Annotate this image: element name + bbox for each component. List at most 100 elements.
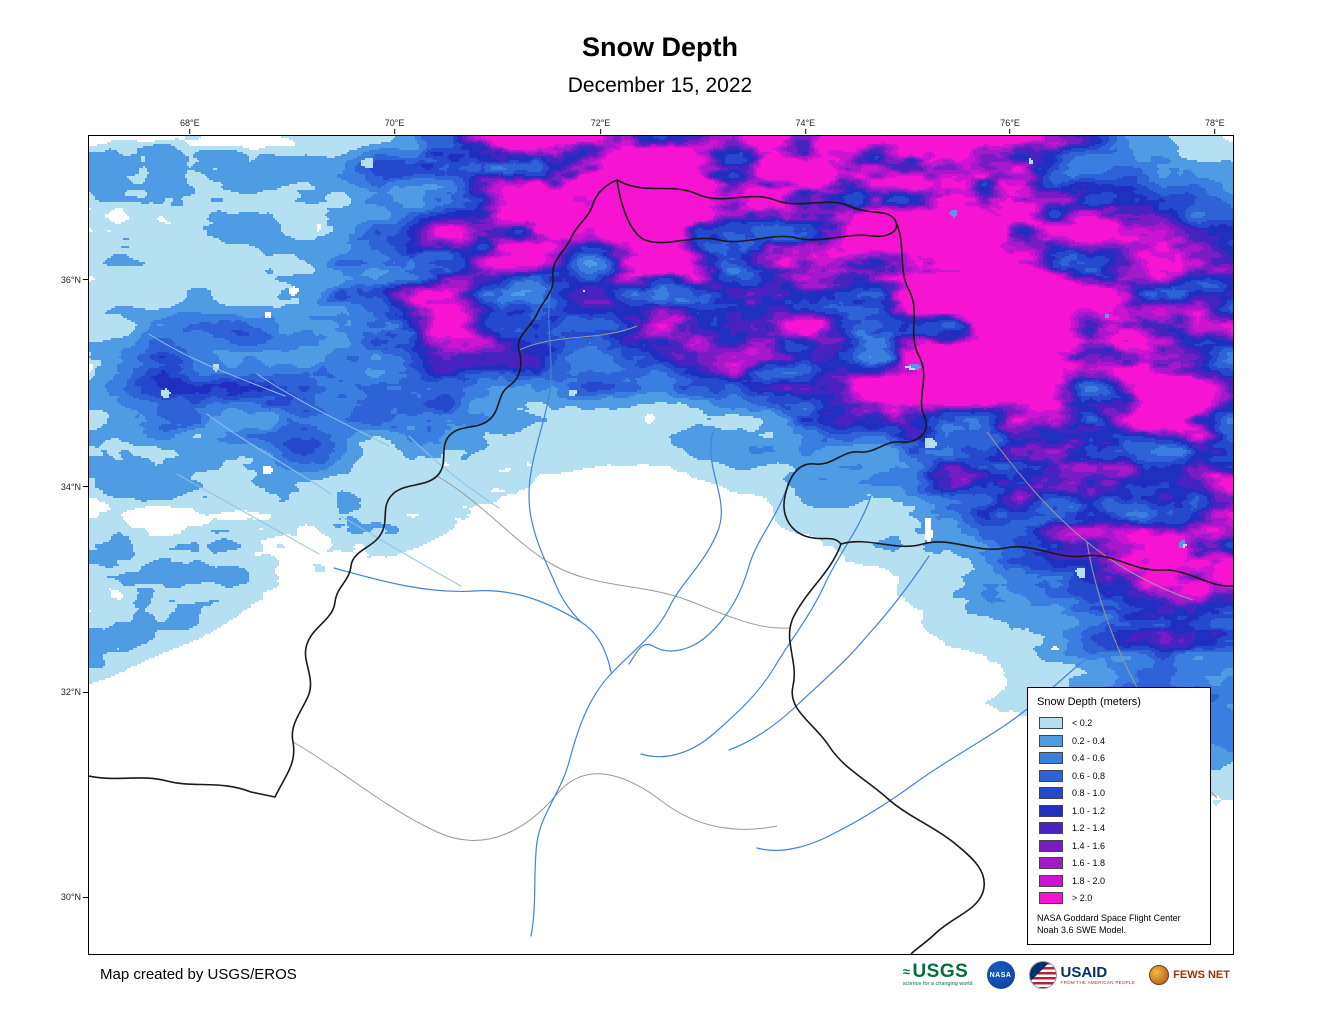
tick-mark — [804, 129, 806, 134]
wakhan-corridor-border-path — [616, 179, 898, 244]
legend-swatch — [1039, 734, 1063, 747]
east-border-path — [840, 540, 1233, 587]
legend-row: 1.6 - 1.8 — [1039, 857, 1201, 869]
legend-label: 0.2 - 0.4 — [1072, 735, 1106, 746]
longitude-tick: 78°E — [1205, 118, 1225, 134]
jhelum-river-path — [628, 480, 790, 665]
line-of-control-path — [783, 219, 928, 545]
usgs-logo: ≈ USGS science for a changing world — [903, 962, 973, 988]
fews-net-logo-text: FEWS NET — [1173, 969, 1230, 981]
longitude-tick: 74°E — [795, 118, 815, 134]
longitude-tick-label: 78°E — [1205, 118, 1225, 128]
usaid-tagline: FROM THE AMERICAN PEOPLE — [1060, 979, 1136, 985]
longitude-tick: 72°E — [590, 118, 611, 134]
legend-label: 0.8 - 1.0 — [1072, 788, 1106, 798]
legend-note-line1: NASA Goddard Space Flight Center — [1037, 913, 1181, 923]
rivers-group — [148, 285, 1090, 937]
legend-box: Snow Depth (meters) < 0.2 0.2 - 0.4 0.4 - … — [1027, 687, 1211, 946]
nasa-insignia-icon: NASA — [986, 961, 1015, 989]
latitude-tick: 32°N — [61, 687, 88, 697]
latitude-tick-label: 30°N — [60, 892, 81, 903]
river-path — [528, 285, 582, 623]
tick-mark — [83, 896, 88, 898]
map-frame: Snow Depth (meters) < 0.2 0.2 - 0.4 0.4 - … — [88, 135, 1234, 955]
usaid-logo-text: USAID — [1060, 963, 1108, 981]
map-credit: Map created by USGS/EROS — [100, 966, 297, 983]
legend-row: 1.2 - 1.4 — [1039, 822, 1201, 834]
stream-path — [340, 515, 462, 587]
legend-label: > 2.0 — [1072, 893, 1093, 903]
legend-swatch — [1039, 787, 1063, 799]
legend-swatch — [1039, 892, 1063, 904]
latitude-tick-label: 36°N — [60, 274, 81, 285]
latitude-tick-label: 32°N — [60, 687, 81, 698]
legend-row: 1.8 - 2.0 — [1039, 874, 1201, 887]
admin-boundary-path — [292, 741, 778, 841]
tick-mark — [1009, 129, 1011, 134]
usaid-logo: USAID FROM THE AMERICAN PEOPLE — [1028, 961, 1136, 989]
stream-path — [206, 413, 332, 495]
legend-swatch — [1039, 804, 1063, 817]
legend-source-note: NASA Goddard Space Flight Center Noah 3.… — [1037, 912, 1201, 936]
south-border-path — [788, 543, 986, 954]
latitude-tick: 36°N — [61, 275, 88, 285]
logos-row: ≈ USGS science for a changing world NASA … — [903, 954, 1230, 996]
nasa-logo: NASA — [986, 961, 1015, 989]
usgs-logo-text: USGS — [912, 961, 969, 983]
legend-row: 0.8 - 1.0 — [1039, 787, 1201, 799]
legend-row: 1.0 - 1.2 — [1039, 804, 1201, 817]
legend-label: 1.6 - 1.8 — [1072, 858, 1106, 868]
legend-swatch — [1039, 874, 1063, 887]
legend-title: Snow Depth (meters) — [1037, 696, 1141, 708]
legend-row: 0.2 - 0.4 — [1039, 734, 1201, 747]
stream-path — [408, 435, 500, 509]
longitude-tick-label: 76°E — [1000, 118, 1020, 128]
legend-swatch — [1039, 769, 1063, 782]
legend-label: 1.0 - 1.2 — [1072, 805, 1106, 816]
legend-label: < 0.2 — [1072, 718, 1093, 728]
stream-path — [148, 333, 286, 397]
latitude-tick: 30°N — [61, 892, 88, 902]
admin-boundary-path — [986, 431, 1194, 601]
legend-label: 1.4 - 1.6 — [1072, 840, 1106, 851]
tick-mark — [1214, 129, 1216, 134]
latitude-tick: 34°N — [61, 482, 88, 492]
fews-globe-icon — [1149, 965, 1170, 985]
longitude-tick: 68°E — [180, 118, 200, 134]
longitude-tick: 70°E — [384, 118, 405, 134]
map-overlay — [89, 179, 1233, 954]
admin-boundary-path — [518, 325, 638, 351]
tick-mark — [600, 129, 601, 134]
legend-row: 1.4 - 1.6 — [1039, 839, 1201, 852]
legend-row: 0.6 - 0.8 — [1039, 769, 1201, 782]
chenab-river-path — [640, 495, 872, 758]
map-date-subtitle: December 15, 2022 — [567, 74, 753, 97]
legend-label: 1.2 - 1.4 — [1072, 823, 1106, 833]
longitude-tick-label: 68°E — [180, 118, 200, 128]
usgs-wave-icon: ≈ — [902, 964, 911, 980]
legend-swatch — [1039, 717, 1063, 729]
legend-label: 0.4 - 0.6 — [1072, 753, 1106, 763]
legend-row: > 2.0 — [1039, 892, 1201, 904]
latitude-tick-label: 34°N — [60, 481, 81, 492]
map-title: Snow Depth — [582, 32, 738, 62]
longitude-tick-label: 70°E — [384, 118, 405, 128]
fews-net-logo: FEWS NET — [1149, 965, 1230, 985]
usgs-tagline: science for a changing world — [902, 981, 973, 988]
legend-row: 0.4 - 0.6 — [1039, 752, 1201, 764]
legend-row: < 0.2 — [1039, 717, 1201, 729]
legend-rows: < 0.2 0.2 - 0.4 0.4 - 0.6 0.6 - 0.8 0.8 - 1.… — [1037, 717, 1201, 904]
longitude-tick-label: 72°E — [590, 118, 611, 128]
legend-swatch — [1039, 839, 1063, 852]
tick-mark — [189, 129, 191, 134]
international-borders-group — [89, 179, 1233, 954]
usaid-flag-icon — [1028, 961, 1057, 989]
tick-mark — [83, 279, 88, 281]
legend-swatch — [1039, 822, 1063, 834]
longitude-tick: 76°E — [1000, 118, 1020, 134]
legend-swatch — [1039, 857, 1063, 869]
axis-left: 36°N 34°N 32°N 30°N — [40, 135, 88, 953]
longitude-tick-label: 74°E — [795, 118, 816, 128]
tick-mark — [83, 691, 88, 693]
legend-label: 0.6 - 0.8 — [1072, 770, 1106, 781]
